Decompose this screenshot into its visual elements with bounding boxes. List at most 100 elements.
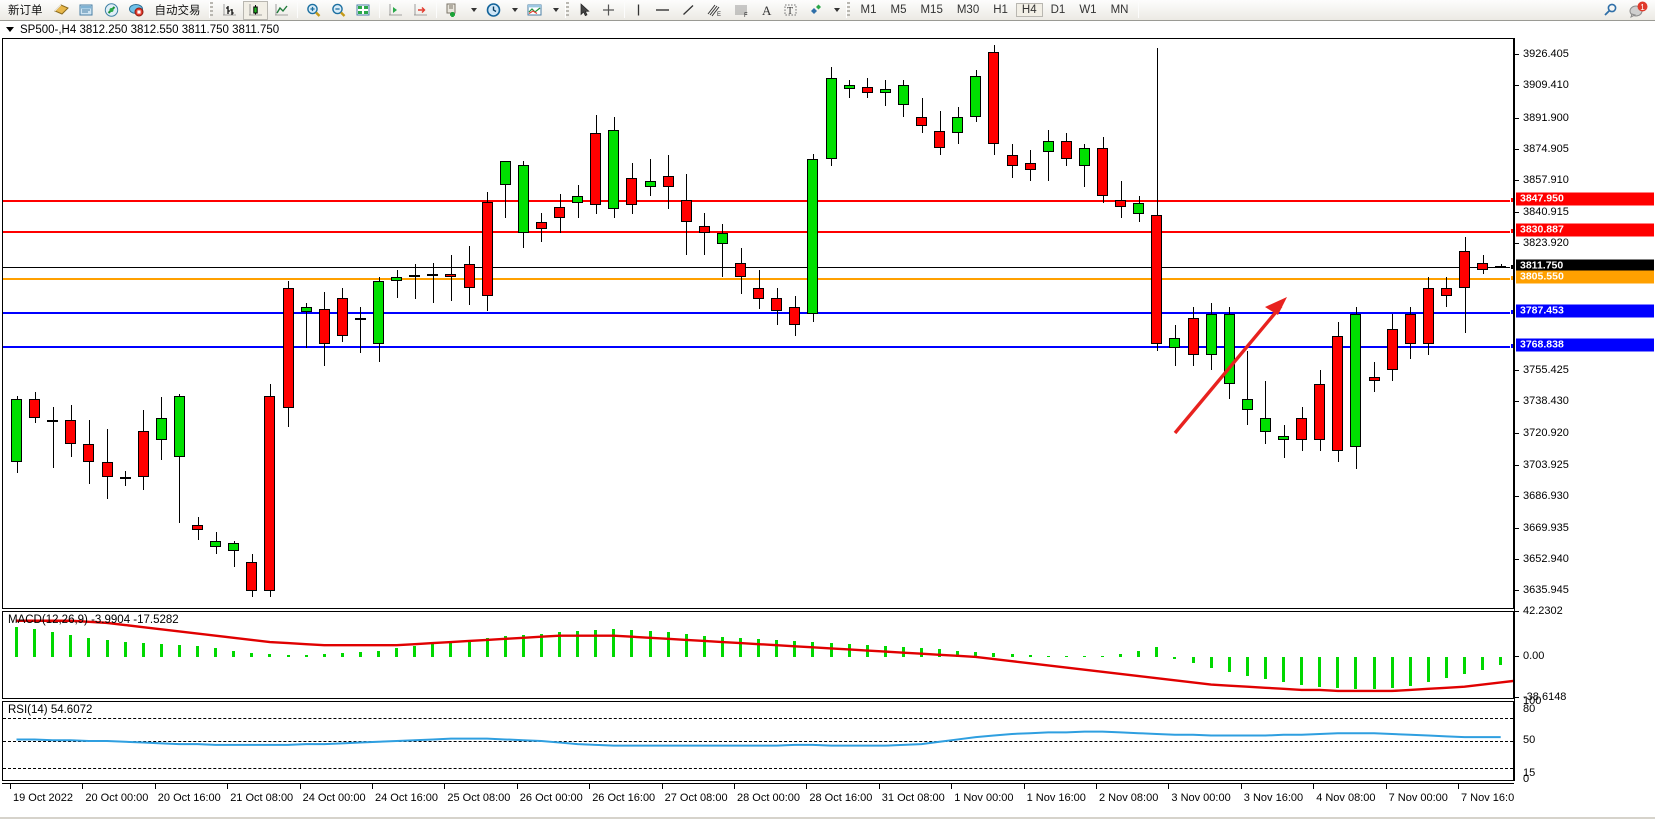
- rsi-pane[interactable]: RSI(14) 54.6072: [2, 701, 1514, 781]
- add-indicator-icon[interactable]: [441, 1, 464, 20]
- level-line-support-1[interactable]: [3, 311, 1513, 314]
- candle-body: [879, 88, 891, 93]
- price-badge-bid[interactable]: 3811.750: [1516, 259, 1654, 273]
- macd-histogram-bar: [503, 635, 507, 657]
- text-icon[interactable]: A: [756, 1, 777, 20]
- candle-body: [119, 476, 131, 479]
- price-scale[interactable]: 3926.405 3909.410 3891.900 3874.905 3857.910…: [1514, 38, 1655, 785]
- price-badge-resistance[interactable]: 3847.950: [1516, 192, 1654, 206]
- level-handle[interactable]: [1510, 228, 1513, 235]
- navigator-icon[interactable]: [100, 1, 123, 20]
- candle-body: [535, 221, 547, 230]
- alert-icon[interactable]: 1: [1624, 1, 1652, 20]
- toolbar-grip-charts[interactable]: [208, 2, 213, 18]
- new-order-button[interactable]: 新订单: [3, 1, 48, 20]
- time-tick-mark: [372, 784, 373, 789]
- macd-histogram-bar: [159, 644, 163, 657]
- candle-body: [897, 85, 909, 106]
- time-scale[interactable]: 19 Oct 2022 20 Oct 00:00 20 Oct 16:00 21 Oc…: [2, 783, 1520, 819]
- timeframe-h1[interactable]: H1: [993, 4, 1008, 16]
- macd-plot[interactable]: [3, 612, 1513, 698]
- time-tick-mark: [734, 784, 735, 789]
- level-line-support-2[interactable]: [3, 345, 1513, 348]
- level-line-resistance-2[interactable]: [3, 231, 1513, 234]
- zoom-out-icon[interactable]: [327, 1, 350, 20]
- autotrading-icon[interactable]: [125, 1, 148, 20]
- level-line-ask[interactable]: [3, 278, 1513, 281]
- text-label-icon[interactable]: T: [779, 1, 802, 20]
- indicators-icon[interactable]: [50, 1, 73, 20]
- price-badge-resistance[interactable]: 3830.887: [1516, 223, 1654, 237]
- timeframe-d1[interactable]: D1: [1050, 4, 1066, 16]
- time-tick-mark: [1023, 784, 1025, 789]
- add-indicator-dropdown-icon[interactable]: [466, 1, 480, 20]
- macd-pane[interactable]: MACD(12,26,9) -3.9904 -17.5282: [2, 611, 1514, 699]
- grid-icon[interactable]: [352, 1, 375, 20]
- svg-text:E: E: [717, 12, 721, 18]
- objects-dropdown-icon[interactable]: [829, 1, 843, 20]
- price-tick-mark: [1515, 401, 1519, 403]
- auto-scroll-icon[interactable]: [409, 1, 432, 20]
- rsi-plot[interactable]: [3, 702, 1513, 780]
- macd-histogram-bar: [196, 646, 199, 657]
- crosshair-icon[interactable]: [597, 1, 620, 20]
- level-handle[interactable]: [1510, 263, 1513, 270]
- price-badge-support[interactable]: 3787.453: [1516, 304, 1654, 318]
- level-line-bid[interactable]: [3, 266, 1513, 268]
- vertical-line-icon[interactable]: [629, 1, 648, 20]
- templates-icon[interactable]: [523, 1, 546, 20]
- timeframe-m30[interactable]: M30: [956, 4, 980, 16]
- macd-histogram-bar: [775, 639, 779, 657]
- time-tick-mark: [154, 784, 156, 789]
- candle-body: [680, 199, 692, 222]
- autotrading-button[interactable]: 自动交易: [150, 1, 206, 20]
- candle-body: [427, 273, 439, 276]
- period-dropdown-icon[interactable]: [507, 1, 521, 20]
- macd-tick-label: 0.00: [1523, 649, 1545, 662]
- level-handle[interactable]: [1510, 342, 1513, 349]
- candle-wick: [1284, 425, 1285, 459]
- price-pane[interactable]: [2, 38, 1514, 609]
- line-chart-icon[interactable]: [270, 1, 293, 20]
- chart-menu-caret-icon[interactable]: [6, 27, 14, 32]
- templates-dropdown-icon[interactable]: [548, 1, 562, 20]
- timeframe-h4[interactable]: H4: [1015, 3, 1043, 17]
- search-icon[interactable]: [1598, 1, 1622, 20]
- timeframe-mn[interactable]: MN: [1110, 4, 1129, 16]
- price-badge-ask[interactable]: 3805.550: [1516, 270, 1654, 284]
- level-handle[interactable]: [1510, 275, 1513, 282]
- fibonacci-icon[interactable]: F: [729, 1, 754, 20]
- toolbar-grip-timeframes[interactable]: [845, 2, 850, 18]
- candle-body: [608, 129, 620, 209]
- chart-shift-icon[interactable]: [384, 1, 407, 20]
- timeframe-w1[interactable]: W1: [1079, 4, 1097, 16]
- price-tick-mark: [1515, 433, 1519, 435]
- uptrend-arrow[interactable]: [3, 39, 1513, 608]
- trendline-icon[interactable]: [677, 1, 700, 20]
- period-icon[interactable]: [482, 1, 505, 20]
- equidistant-channel-icon[interactable]: E: [702, 1, 727, 20]
- timeframe-m15[interactable]: M15: [920, 4, 943, 16]
- price-plot[interactable]: [3, 39, 1513, 608]
- horizontal-line-icon[interactable]: [650, 1, 675, 20]
- price-badge-support[interactable]: 3768.838: [1516, 338, 1654, 352]
- zoom-in-icon[interactable]: [302, 1, 325, 20]
- cursor-icon[interactable]: [574, 1, 595, 20]
- bar-chart-icon[interactable]: [218, 1, 241, 20]
- objects-icon[interactable]: [804, 1, 827, 20]
- level-line-resistance-1[interactable]: [3, 199, 1513, 202]
- toolbar-grip-tools[interactable]: [564, 2, 569, 18]
- macd-histogram-bar: [377, 650, 380, 657]
- symbol-ohlc-label: SP500-,H4 3812.250 3812.550 3811.750 381…: [20, 23, 280, 36]
- time-tick-label: 7 Nov 16:00: [1461, 792, 1521, 804]
- level-handle[interactable]: [1510, 196, 1513, 203]
- timeframe-m5[interactable]: M5: [890, 4, 907, 16]
- level-handle[interactable]: [1510, 308, 1513, 315]
- macd-histogram-bar: [757, 638, 761, 657]
- macd-histogram-bar: [1173, 656, 1177, 660]
- chart-area[interactable]: SP500-,H4 3812.250 3812.550 3811.750 381…: [0, 21, 1655, 819]
- rsi-label: RSI(14) 54.6072: [8, 704, 93, 716]
- data-window-icon[interactable]: [75, 1, 98, 20]
- candlestick-chart-icon[interactable]: [242, 0, 268, 20]
- timeframe-m1[interactable]: M1: [860, 4, 877, 16]
